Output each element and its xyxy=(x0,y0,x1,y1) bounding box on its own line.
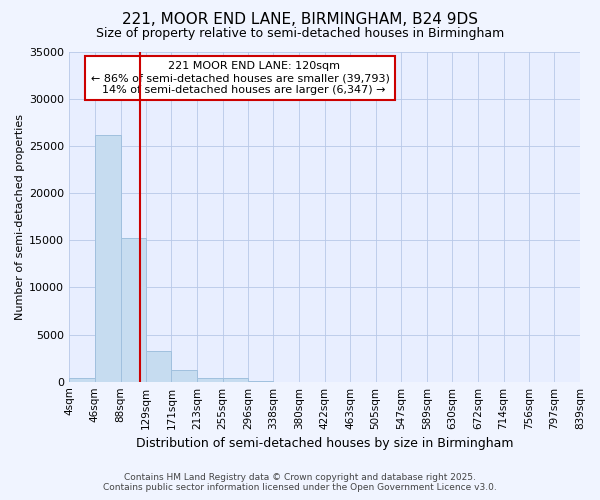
X-axis label: Distribution of semi-detached houses by size in Birmingham: Distribution of semi-detached houses by … xyxy=(136,437,514,450)
Bar xyxy=(95,136,121,382)
Bar xyxy=(69,378,95,382)
Bar xyxy=(146,352,172,382)
Y-axis label: Number of semi-detached properties: Number of semi-detached properties xyxy=(15,114,25,320)
Bar xyxy=(121,238,146,382)
Text: 221, MOOR END LANE, BIRMINGHAM, B24 9DS: 221, MOOR END LANE, BIRMINGHAM, B24 9DS xyxy=(122,12,478,28)
Text: 221 MOOR END LANE: 120sqm
← 86% of semi-detached houses are smaller (39,793)
  1: 221 MOOR END LANE: 120sqm ← 86% of semi-… xyxy=(91,62,390,94)
Text: Size of property relative to semi-detached houses in Birmingham: Size of property relative to semi-detach… xyxy=(96,28,504,40)
Text: Contains HM Land Registry data © Crown copyright and database right 2025.
Contai: Contains HM Land Registry data © Crown c… xyxy=(103,473,497,492)
Bar xyxy=(172,370,197,382)
Bar xyxy=(197,378,223,382)
Bar xyxy=(248,380,274,382)
Bar xyxy=(223,378,248,382)
